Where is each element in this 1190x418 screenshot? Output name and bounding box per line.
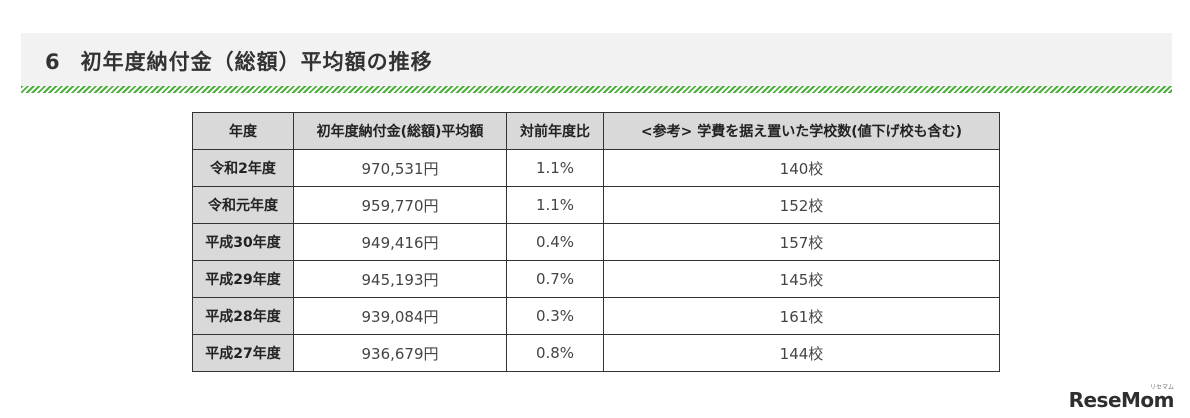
row-schools: 140校 (603, 149, 1000, 187)
row-year: 令和2年度 (192, 149, 294, 187)
row-schools: 157校 (603, 223, 1000, 261)
tuition-table: 年度 初年度納付金(総額)平均額 対前年度比 <参考> 学費を据え置いた学校数(… (192, 112, 1000, 372)
row-schools: 152校 (603, 186, 1000, 224)
row-amount: 970,531円 (293, 149, 507, 187)
row-amount: 939,084円 (293, 297, 507, 335)
col-header-schools: <参考> 学費を据え置いた学校数(値下げ校も含む) (603, 112, 1000, 150)
resemom-logo: ReseMom (1068, 388, 1175, 412)
table-header-row: 年度 初年度納付金(総額)平均額 対前年度比 <参考> 学費を据え置いた学校数(… (192, 112, 1000, 150)
col-header-year: 年度 (192, 112, 294, 150)
row-year: 平成28年度 (192, 297, 294, 335)
section-title: 6 初年度納付金（総額）平均額の推移 (45, 46, 433, 76)
section-title-text: 初年度納付金（総額）平均額の推移 (80, 50, 433, 74)
table-row: 令和2年度 970,531円 1.1% 140校 (192, 149, 1000, 187)
row-year: 令和元年度 (192, 186, 294, 224)
table-row: 平成29年度 945,193円 0.7% 145校 (192, 260, 1000, 298)
row-schools: 145校 (603, 260, 1000, 298)
row-amount: 959,770円 (293, 186, 507, 224)
row-ratio: 0.4% (506, 223, 604, 261)
row-schools: 161校 (603, 297, 1000, 335)
section-number: 6 (45, 50, 61, 74)
table-row: 令和元年度 959,770円 1.1% 152校 (192, 186, 1000, 224)
col-header-ratio: 対前年度比 (506, 112, 604, 150)
row-ratio: 1.1% (506, 186, 604, 224)
green-stripe-divider (21, 86, 1172, 93)
row-year: 平成27年度 (192, 334, 294, 372)
row-ratio: 0.3% (506, 297, 604, 335)
table-row: 平成28年度 939,084円 0.3% 161校 (192, 297, 1000, 335)
row-ratio: 0.8% (506, 334, 604, 372)
resemom-logo-kana: リセマム (1149, 384, 1174, 391)
row-schools: 144校 (603, 334, 1000, 372)
row-ratio: 1.1% (506, 149, 604, 187)
row-ratio: 0.7% (506, 260, 604, 298)
row-amount: 949,416円 (293, 223, 507, 261)
row-year: 平成29年度 (192, 260, 294, 298)
row-year: 平成30年度 (192, 223, 294, 261)
row-amount: 945,193円 (293, 260, 507, 298)
row-amount: 936,679円 (293, 334, 507, 372)
section-header: 6 初年度納付金（総額）平均額の推移 (21, 33, 1172, 89)
col-header-amount: 初年度納付金(総額)平均額 (293, 112, 507, 150)
table-row: 平成27年度 936,679円 0.8% 144校 (192, 334, 1000, 372)
table-row: 平成30年度 949,416円 0.4% 157校 (192, 223, 1000, 261)
